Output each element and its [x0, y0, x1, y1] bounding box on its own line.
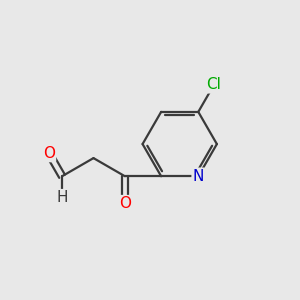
Text: H: H: [56, 190, 68, 205]
Text: N: N: [193, 169, 204, 184]
Text: O: O: [43, 146, 55, 161]
Text: O: O: [119, 196, 131, 211]
Text: Cl: Cl: [206, 77, 221, 92]
